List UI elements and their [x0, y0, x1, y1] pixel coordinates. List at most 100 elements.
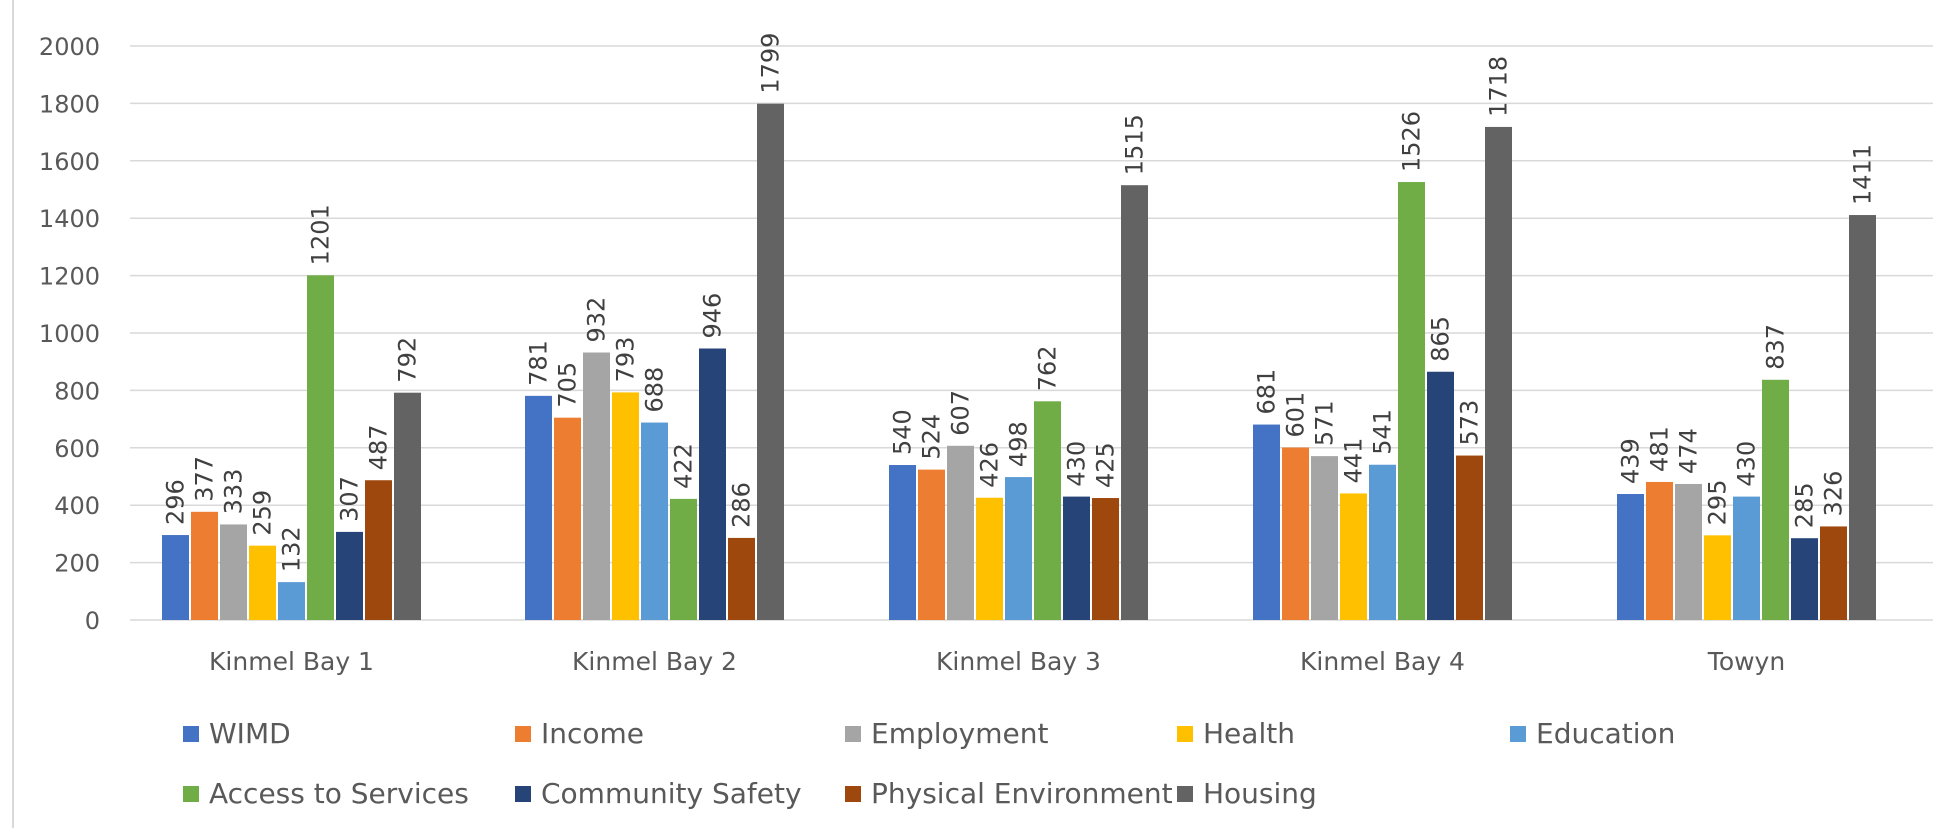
bar-2-7 — [1092, 498, 1119, 620]
bar-3-8 — [1485, 126, 1512, 621]
data-label-2-0: 540 — [889, 409, 917, 455]
bar-1-8 — [757, 103, 784, 620]
bar-1-5 — [670, 498, 697, 620]
bar-3-3 — [1340, 493, 1367, 620]
bar-3-5 — [1398, 182, 1425, 620]
y-tick-label-1400: 1400 — [39, 205, 100, 233]
data-label-0-3: 259 — [249, 490, 277, 536]
bar-4-6 — [1791, 538, 1818, 620]
bar-0-0 — [162, 535, 189, 620]
data-label-2-5: 762 — [1034, 345, 1062, 391]
bar-2-2 — [947, 445, 974, 620]
y-tick-label-400: 400 — [54, 492, 100, 520]
bar-2-3 — [976, 497, 1003, 620]
data-label-0-7: 487 — [365, 424, 393, 470]
data-label-2-7: 425 — [1092, 442, 1120, 488]
data-label-3-3: 441 — [1340, 438, 1368, 484]
y-tick-label-1200: 1200 — [39, 263, 100, 291]
data-label-2-8: 1515 — [1121, 114, 1149, 175]
bar-1-3 — [612, 392, 639, 620]
bar-4-7 — [1820, 526, 1847, 620]
data-label-2-2: 607 — [947, 390, 975, 436]
bar-1-7 — [728, 537, 755, 620]
bar-2-4 — [1005, 477, 1032, 620]
bar-4-5 — [1762, 379, 1789, 620]
bar-1-1 — [554, 417, 581, 620]
bar-2-6 — [1063, 496, 1090, 620]
bar-4-3 — [1704, 535, 1731, 620]
data-label-4-7: 326 — [1820, 471, 1848, 517]
data-label-2-6: 430 — [1063, 441, 1091, 487]
bar-4-1 — [1646, 481, 1673, 620]
data-label-2-1: 524 — [918, 414, 946, 460]
category-label-4: Towyn — [1707, 647, 1785, 676]
data-label-4-0: 439 — [1617, 438, 1645, 484]
bar-2-5 — [1034, 401, 1061, 620]
bar-0-8 — [394, 392, 421, 620]
bar-0-3 — [249, 545, 276, 620]
data-label-0-2: 333 — [220, 469, 248, 515]
bar-2-0 — [889, 465, 916, 620]
bar-3-2 — [1311, 456, 1338, 620]
bar-3-0 — [1253, 424, 1280, 620]
category-label-0: Kinmel Bay 1 — [209, 647, 374, 676]
data-label-0-1: 377 — [191, 456, 219, 502]
data-label-1-2: 932 — [583, 297, 611, 343]
data-label-3-4: 541 — [1369, 409, 1397, 455]
data-label-3-2: 571 — [1311, 400, 1339, 446]
bar-0-1 — [191, 511, 218, 620]
bar-1-2 — [583, 352, 610, 620]
bar-3-4 — [1369, 464, 1396, 620]
bar-4-8 — [1849, 215, 1876, 620]
data-label-1-3: 793 — [612, 337, 640, 383]
y-tick-label-1800: 1800 — [39, 90, 100, 118]
category-label-3: Kinmel Bay 4 — [1300, 647, 1465, 676]
data-label-1-5: 422 — [670, 443, 698, 489]
y-tick-label-1600: 1600 — [39, 148, 100, 176]
bar-4-0 — [1617, 494, 1644, 620]
bar-4-4 — [1733, 496, 1760, 620]
bar-0-5 — [307, 275, 334, 620]
y-tick-label-800: 800 — [54, 377, 100, 405]
bar-1-0 — [525, 395, 552, 620]
data-label-4-3: 295 — [1704, 480, 1732, 526]
data-label-1-6: 946 — [699, 293, 727, 339]
data-label-4-4: 430 — [1733, 441, 1761, 487]
data-label-3-7: 573 — [1456, 400, 1484, 446]
bar-0-6 — [336, 531, 363, 620]
data-label-0-6: 307 — [336, 476, 364, 522]
data-label-1-1: 705 — [554, 362, 582, 408]
bar-4-2 — [1675, 483, 1702, 620]
data-label-4-6: 285 — [1791, 482, 1819, 528]
data-label-1-7: 286 — [728, 482, 756, 528]
bar-0-4 — [278, 582, 305, 620]
y-tick-label-2000: 2000 — [39, 33, 100, 61]
bar-3-6 — [1427, 371, 1454, 620]
data-label-0-8: 792 — [394, 337, 422, 383]
data-label-3-5: 1526 — [1398, 111, 1426, 172]
data-label-3-6: 865 — [1427, 316, 1455, 362]
category-label-1: Kinmel Bay 2 — [572, 647, 737, 676]
data-label-1-4: 688 — [641, 367, 669, 413]
y-tick-label-1000: 1000 — [39, 320, 100, 348]
category-label-2: Kinmel Bay 3 — [936, 647, 1101, 676]
bar-3-7 — [1456, 455, 1483, 620]
data-label-0-0: 296 — [162, 479, 190, 525]
bar-2-1 — [918, 469, 945, 620]
data-label-4-5: 837 — [1762, 324, 1790, 370]
data-label-3-8: 1718 — [1485, 56, 1513, 117]
bar-1-4 — [641, 422, 668, 620]
data-label-0-4: 132 — [278, 526, 306, 572]
data-label-1-0: 781 — [525, 340, 553, 386]
data-label-4-1: 481 — [1646, 426, 1674, 472]
bar-0-7 — [365, 480, 392, 620]
bar-3-1 — [1282, 447, 1309, 620]
data-label-3-0: 681 — [1253, 369, 1281, 415]
y-tick-label-200: 200 — [54, 550, 100, 578]
data-label-2-4: 498 — [1005, 421, 1033, 467]
data-label-1-8: 1799 — [757, 33, 785, 94]
bar-1-6 — [699, 348, 726, 620]
data-label-4-8: 1411 — [1849, 144, 1877, 205]
